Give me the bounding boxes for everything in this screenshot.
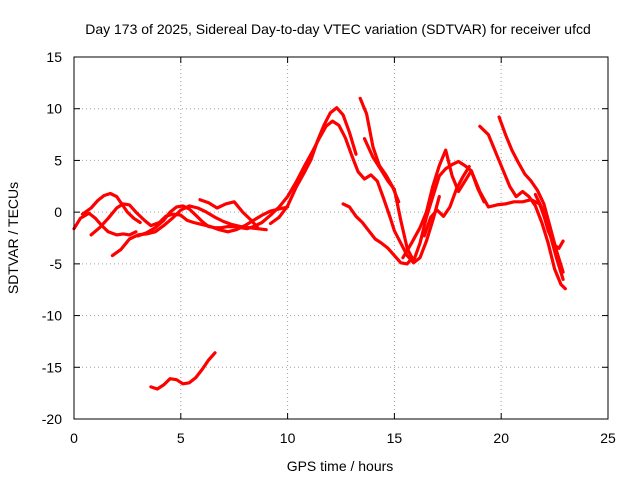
y-tick-labels: 15 10 5 0 -5 -10 -15 -20 (42, 49, 62, 427)
x-tick-label: 10 (280, 430, 296, 446)
y-axis-label: SDTVAR / TECUs (5, 182, 21, 294)
y-tick-label: 10 (46, 101, 62, 117)
x-tick-label: 15 (387, 430, 403, 446)
x-tick-label: 5 (177, 430, 185, 446)
series-arc-16 (149, 351, 217, 391)
series-arc-15 (533, 193, 565, 250)
x-tick-label: 25 (600, 430, 616, 446)
y-tick-label: -20 (42, 411, 62, 427)
y-tick-label: 0 (54, 204, 62, 220)
x-tick-label: 0 (70, 430, 78, 446)
plot-frame (73, 56, 609, 420)
series-arc-6 (268, 106, 358, 226)
series-arc-11 (401, 148, 565, 281)
series-arc-5 (136, 119, 441, 265)
series-arc-10 (362, 137, 486, 263)
y-tick-label: 15 (46, 49, 62, 65)
x-tick-labels: 0 5 10 15 20 25 (70, 430, 616, 446)
chart-title: Day 173 of 2025, Sidereal Day-to-day VTE… (85, 21, 591, 37)
series-arc-9 (341, 202, 414, 266)
series-arc-1 (72, 211, 138, 237)
series-arc-12 (422, 165, 471, 238)
grid (74, 57, 608, 419)
series-arc-2 (80, 191, 142, 225)
y-tick-label: -10 (42, 308, 62, 324)
y-tick-label: -5 (50, 256, 63, 272)
series-arc-14 (497, 115, 565, 274)
x-tick-label: 20 (493, 430, 509, 446)
series-arc-7 (198, 198, 260, 230)
y-tick-label: 5 (54, 152, 62, 168)
y-tick-label: -15 (42, 359, 62, 375)
series-arc-13 (478, 124, 567, 291)
data-series (72, 96, 567, 391)
x-axis-label: GPS time / hours (287, 458, 394, 474)
